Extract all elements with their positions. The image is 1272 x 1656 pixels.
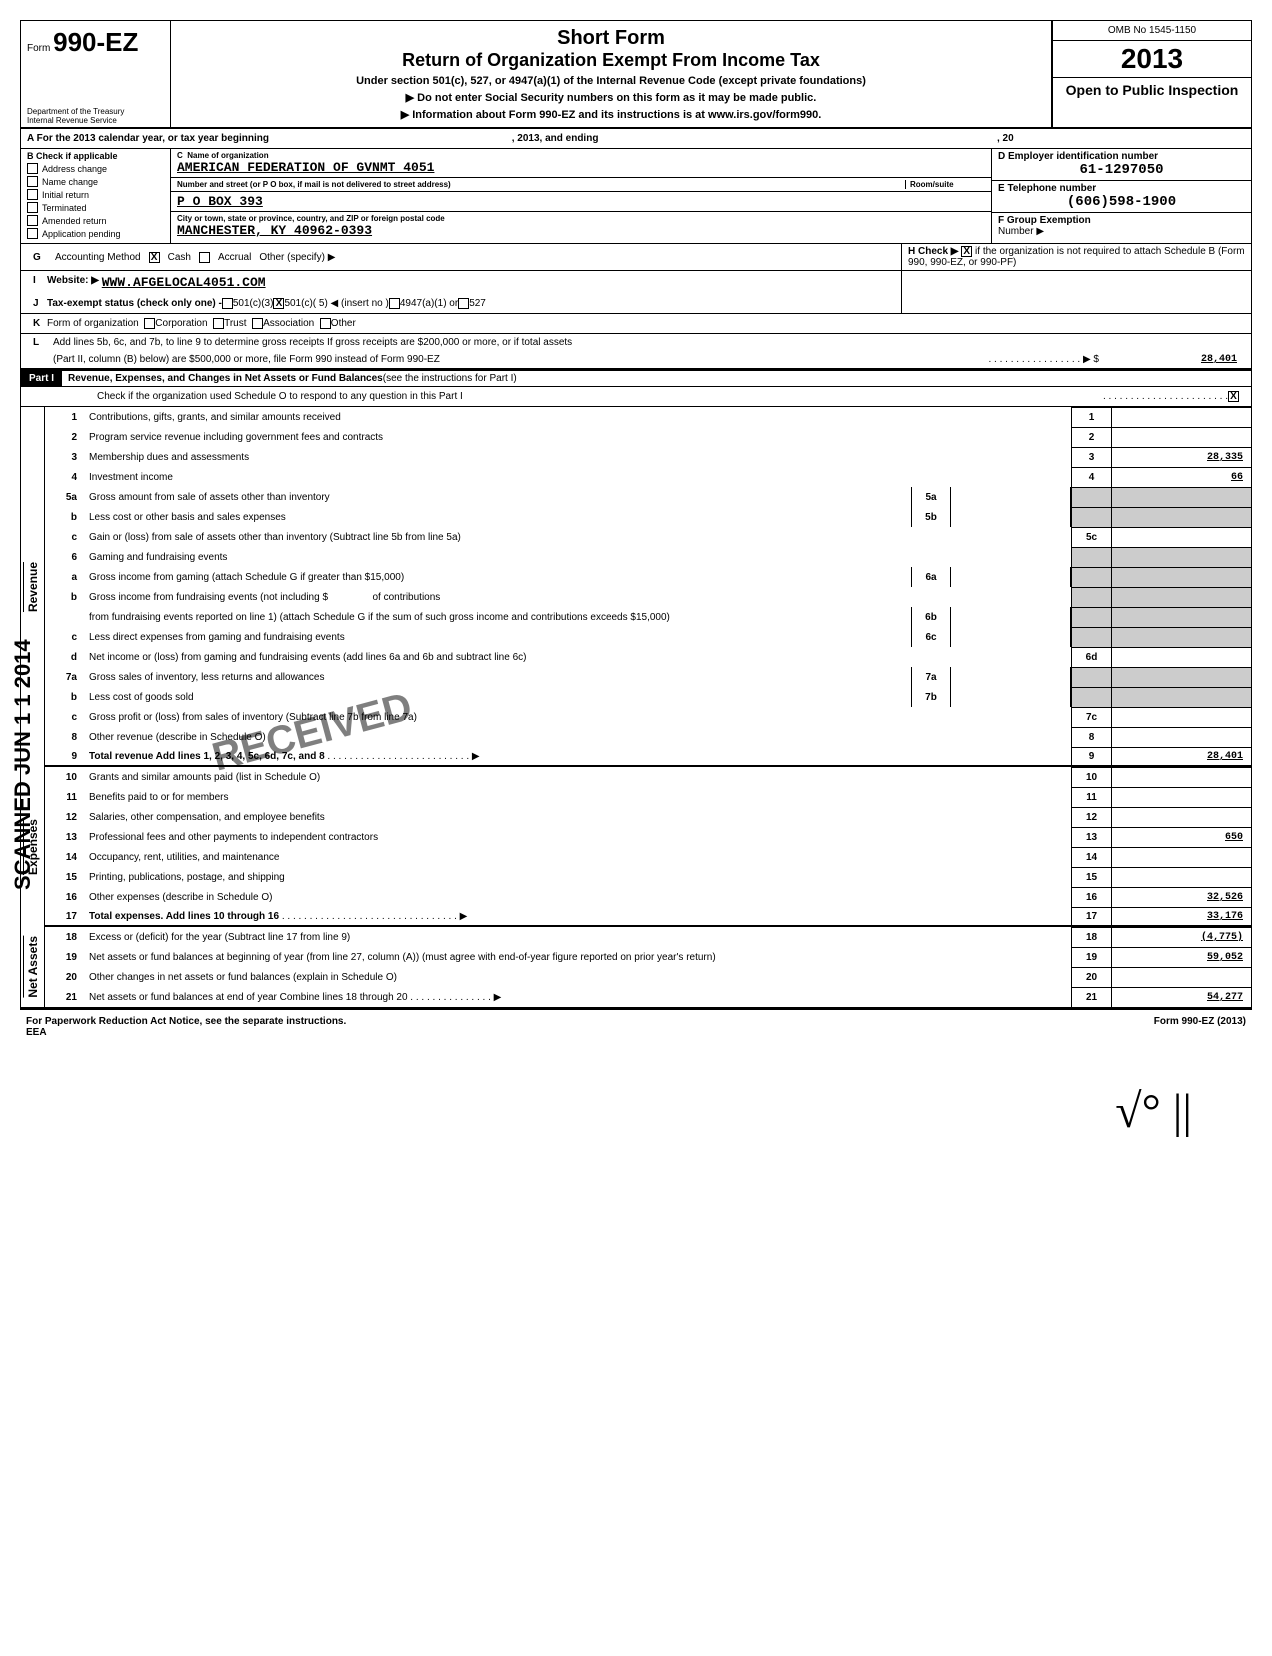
phone-label: E Telephone number [998,183,1245,194]
cb-cash[interactable]: X [149,252,160,263]
net-assets-label: Net Assets [23,936,42,998]
line9-val: 28,401 [1111,747,1251,765]
signature-mark: √° || [20,1044,1252,1159]
cb-pending[interactable]: Application pending [27,228,164,239]
dept-treasury: Department of the Treasury Internal Reve… [21,105,171,127]
cb-4947[interactable] [389,298,400,309]
form-number: 990-EZ [53,27,138,57]
org-street: P O BOX 393 [177,194,985,209]
cb-corp[interactable] [144,318,155,329]
ein-label: D Employer identification number [998,151,1245,162]
form-header: Form 990-EZ Department of the Treasury I… [21,21,1251,129]
cb-schedule-b[interactable]: X [961,246,972,257]
omb-number: OMB No 1545-1150 [1053,21,1251,41]
instruction-info: ▶ Information about Form 990-EZ and its … [181,108,1041,121]
check-schedule-o: Check if the organization used Schedule … [21,387,1251,407]
group-number: Number ▶ [998,226,1245,237]
phone: (606)598-1900 [998,194,1245,210]
tax-year: 2013 [1053,41,1251,78]
org-name: AMERICAN FEDERATION OF GVNMT 4051 [177,160,985,175]
org-info-block: B Check if applicable Address change Nam… [21,149,1251,244]
footer: For Paperwork Reduction Act Notice, see … [20,1010,1252,1044]
section-g: G Accounting Method XCash Accrual Other … [21,244,901,270]
year-end: , 20 [991,129,1251,148]
line18-val: (4,775) [1111,927,1251,947]
cb-initial-return[interactable]: Initial return [27,189,164,200]
cb-terminated[interactable]: Terminated [27,202,164,213]
main-title: Return of Organization Exempt From Incom… [181,50,1041,71]
line3-val: 28,335 [1111,447,1251,467]
cb-name-change[interactable]: Name change [27,176,164,187]
ein: 61-1297050 [998,162,1245,178]
website: WWW.AFGELOCAL4051.COM [102,275,266,290]
cb-501c3[interactable] [222,298,233,309]
org-city: MANCHESTER, KY 40962-0393 [177,223,985,238]
cb-assoc[interactable] [252,318,263,329]
section-l: L Add lines 5b, 6c, and 7b, to line 9 to… [21,334,1251,351]
expenses-label: Expenses [23,819,42,875]
cb-other[interactable] [320,318,331,329]
form-prefix: Form [27,43,50,54]
section-a: A For the 2013 calendar year, or tax yea… [21,129,991,148]
short-form-title: Short Form [181,27,1041,50]
line13-val: 650 [1111,827,1251,847]
section-i: I Website: ▶ WWW.AFGELOCAL4051.COM [21,271,901,294]
cb-501c[interactable]: X [273,298,284,309]
section-h: H Check ▶ X if the organization is not r… [901,244,1251,270]
form-990ez: Form 990-EZ Department of the Treasury I… [20,20,1252,1010]
cb-527[interactable] [458,298,469,309]
line16-val: 32,526 [1111,887,1251,907]
section-j: J Tax-exempt status (check only one) - 5… [21,294,901,313]
line17-val: 33,176 [1111,907,1251,925]
cb-amended[interactable]: Amended return [27,215,164,226]
cb-schedule-o[interactable]: X [1228,391,1239,402]
instruction-ssn: ▶ Do not enter Social Security numbers o… [181,91,1041,104]
open-public: Open to Public Inspection [1053,78,1251,102]
line19-val: 59,052 [1111,947,1251,967]
line4-val: 66 [1111,467,1251,487]
cb-address-change[interactable]: Address change [27,163,164,174]
subtitle: Under section 501(c), 527, or 4947(a)(1)… [181,75,1041,87]
group-exemption-label: F Group Exemption [998,215,1245,226]
cb-accrual[interactable] [199,252,210,263]
line21-val: 54,277 [1111,987,1251,1007]
gross-receipts: 28,401 [1105,354,1245,365]
revenue-label: Revenue [23,562,42,612]
cb-trust[interactable] [213,318,224,329]
section-k: K Form of organization Corporation Trust… [21,314,362,333]
part-1-header: Part I Revenue, Expenses, and Changes in… [21,369,1251,387]
